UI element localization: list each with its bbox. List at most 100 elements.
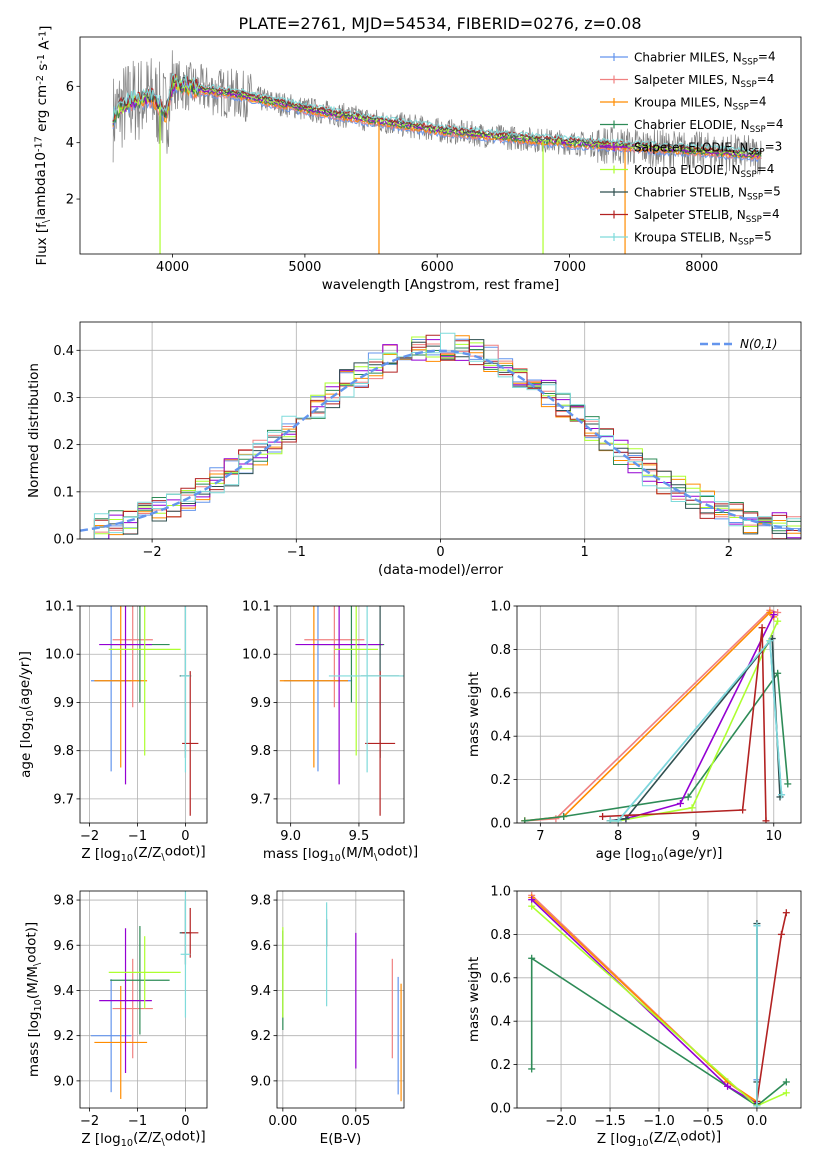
- mass-vs-ebv-panel: 0.00 0.05 9.0 9.2 9.4 9.6 9.8 E(B-V): [250, 890, 405, 1147]
- y-tick-label: 9.0: [53, 1074, 74, 1089]
- y-tick-label: 10.0: [45, 648, 74, 663]
- y-tick-label: 9.7: [53, 792, 74, 807]
- y-tick-label: 0.3: [53, 391, 74, 406]
- spectrum-panel: 4000 5000 6000 7000 8000 2 4 6 wavelength [Angst…: [33, 26, 802, 293]
- x-tick-label: −1: [287, 545, 306, 560]
- axes-frame: [79, 605, 208, 824]
- y-tick-label: 10.1: [45, 600, 74, 615]
- y-tick-label: 0.2: [53, 438, 74, 453]
- grid-lines: [80, 891, 207, 1108]
- y-axis-label: age [log10(age/yr)]: [17, 651, 36, 778]
- x-tick-label: 0.00: [268, 1114, 297, 1129]
- mass-vs-z-panel: −2 −1 0 9.0 9.2 9.4 9.6 9.8 Z [log10(Z/Z\odot)] m…: [24, 890, 208, 1149]
- y-axis-label: mass [log10(M/M\odot)]: [24, 922, 45, 1077]
- axes-frame: [79, 890, 208, 1109]
- plot-area: [112, 50, 762, 254]
- x-tick-label: 6000: [421, 260, 454, 275]
- x-tick-label: 5000: [288, 260, 321, 275]
- legend-label: Salpeter MILES, NSSP=4: [634, 72, 774, 90]
- y-tick-label: 0.0: [490, 1102, 511, 1117]
- y-tick-label: 0.2: [490, 773, 511, 788]
- axes-frame: [79, 36, 802, 255]
- x-tick-label: −0.5: [692, 1114, 724, 1129]
- y-tick-label: 9.6: [250, 939, 271, 954]
- axes-frame: [276, 605, 405, 824]
- y-tick-label: 0.2: [490, 1058, 511, 1073]
- axes-frame: [276, 890, 405, 1109]
- x-axis-label: age [log10(age/yr)]: [596, 845, 723, 864]
- y-axis-label: mass weight: [466, 672, 482, 757]
- legend-label: Chabrier STELIB, NSSP=5: [634, 184, 781, 202]
- y-tick-label: 9.8: [53, 744, 74, 759]
- model-spectrum: [112, 79, 762, 159]
- x-tick-label: −2.0: [545, 1114, 577, 1129]
- x-axis-label: E(B-V): [320, 1131, 362, 1147]
- model-spectrum: [112, 73, 762, 154]
- y-tick-label: 0.8: [490, 928, 511, 943]
- y-axis-label: Flux [f\lambda10-17 erg cm-2 s-1 A-1]: [33, 26, 54, 266]
- x-tick-label: 9: [692, 829, 700, 844]
- y-tick-label: 9.2: [53, 1029, 74, 1044]
- y-tick-label: 4: [66, 136, 74, 151]
- x-tick-label: −2: [80, 829, 99, 844]
- y-axis-label: mass weight: [466, 957, 482, 1042]
- mass-weight-vs-age-panel: 7 8 9 10 0.0 0.2 0.4 0.6 0.8 1.0 age [log10(age/yr…: [466, 600, 802, 864]
- histogram-step: [93, 332, 801, 539]
- y-tick-label: 9.4: [250, 984, 271, 999]
- y-tick-label: 0.6: [490, 686, 511, 701]
- weight-line: [531, 894, 758, 1105]
- y-tick-label: 6: [66, 80, 74, 95]
- x-axis-label: (data-model)/error: [378, 562, 504, 578]
- y-axis-label: Normed distribution: [26, 363, 42, 498]
- legend-label: Chabrier MILES, NSSP=4: [634, 49, 776, 67]
- grid-lines: [277, 891, 404, 1108]
- x-axis-label: mass [log10(M/M\odot)]: [263, 844, 418, 865]
- plot-area: [279, 606, 404, 816]
- x-tick-label: 9.0: [280, 829, 301, 844]
- y-tick-label: 0.0: [490, 817, 511, 832]
- weight-line: [530, 956, 787, 1107]
- axes-frame: [79, 321, 802, 540]
- y-tick-label: 9.6: [53, 939, 74, 954]
- y-tick-label: 0.0: [53, 533, 74, 548]
- x-tick-label: 10: [765, 829, 782, 844]
- x-tick-label: 2: [725, 545, 733, 560]
- legend-label: Kroupa ELODIE, NSSP=4: [634, 162, 774, 180]
- x-tick-label: −1: [128, 1114, 147, 1129]
- residual-histogram-panel: −2 −1 0 1 2 0.0 0.1 0.2 0.3 0.4 (data-model)/error…: [26, 321, 802, 578]
- y-tick-label: 9.8: [53, 894, 74, 909]
- y-tick-label: 0.1: [53, 485, 74, 500]
- legend-label: Salpeter ELODIE, NSSP=3: [634, 139, 782, 157]
- figure-title: PLATE=2761, MJD=54534, FIBERID=0276, z=0…: [238, 14, 641, 33]
- age-vs-z-panel: −2 −1 0 9.7 9.8 9.9 10.0 10.1 Z [log10(Z/Z\odot)…: [17, 600, 208, 865]
- x-tick-label: 9.5: [349, 829, 370, 844]
- x-tick-label: 0: [436, 545, 444, 560]
- x-tick-label: 8: [614, 829, 622, 844]
- weight-line: [610, 638, 783, 822]
- y-tick-label: 9.2: [250, 1029, 271, 1044]
- legend: Chabrier MILES, NSSP=4 Salpeter MILES, NS…: [600, 49, 783, 247]
- grid-lines: [517, 605, 801, 824]
- x-tick-label: 0.05: [341, 1114, 370, 1129]
- plot-area: [282, 902, 402, 1102]
- axes-frame: [516, 605, 802, 824]
- legend-label: Kroupa MILES, NSSP=4: [634, 94, 767, 112]
- age-vs-mass-panel: 9.0 9.5 9.7 9.8 9.9 10.0 10.1 mass [log10(M/M\o…: [242, 600, 418, 865]
- x-tick-label: −1.0: [643, 1114, 675, 1129]
- plot-area: [91, 891, 199, 1099]
- x-axis-label: Z [log10(Z/Z\odot)]: [597, 1129, 721, 1150]
- x-tick-label: −2: [80, 1114, 99, 1129]
- grid-lines: [277, 605, 404, 823]
- y-tick-label: 0.4: [490, 1015, 511, 1030]
- legend-label: Salpeter STELIB, NSSP=4: [634, 207, 780, 225]
- grid-lines: [80, 605, 207, 823]
- x-tick-label: 0: [181, 1114, 189, 1129]
- y-tick-label: 2: [66, 193, 74, 208]
- y-tick-label: 10.1: [242, 600, 271, 615]
- x-axis-label: Z [log10(Z/Z\odot)]: [81, 844, 205, 865]
- weight-line: [610, 614, 775, 822]
- y-tick-label: 0.8: [490, 643, 511, 658]
- weight-line: [756, 912, 788, 1102]
- y-tick-label: 9.4: [53, 984, 74, 999]
